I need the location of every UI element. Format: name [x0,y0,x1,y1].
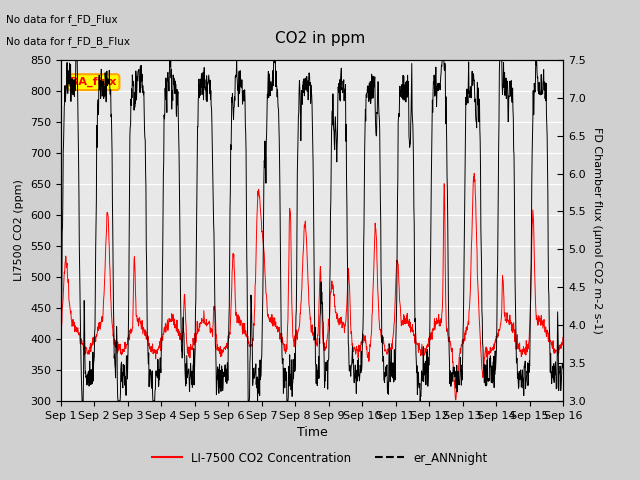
Y-axis label: FD Chamber flux (μmol CO2 m-2 s-1): FD Chamber flux (μmol CO2 m-2 s-1) [593,127,602,334]
Text: No data for f_FD_B_Flux: No data for f_FD_B_Flux [6,36,131,47]
Legend: LI-7500 CO2 Concentration, er_ANNnight: LI-7500 CO2 Concentration, er_ANNnight [147,447,493,469]
Text: No data for f_FD_Flux: No data for f_FD_Flux [6,14,118,25]
Y-axis label: LI7500 CO2 (ppm): LI7500 CO2 (ppm) [14,180,24,281]
Text: BA_flux: BA_flux [70,77,116,87]
X-axis label: Time: Time [296,426,328,439]
Text: CO2 in ppm: CO2 in ppm [275,31,365,46]
